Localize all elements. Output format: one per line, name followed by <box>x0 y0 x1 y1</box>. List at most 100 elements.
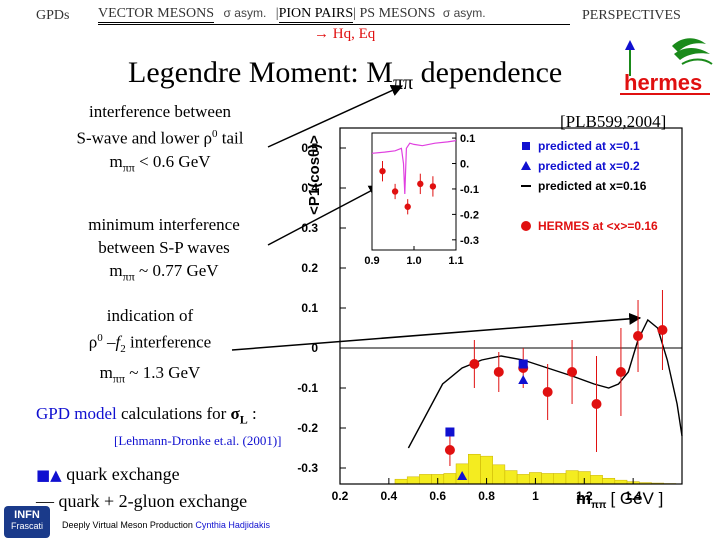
legend-label: predicted at x=0.1 <box>538 139 640 153</box>
nav-sigma-asym-2[interactable]: σ asym. <box>442 6 486 20</box>
curve-layer <box>407 318 683 449</box>
histogram-bar <box>419 474 432 485</box>
nav-sigma-asym-1[interactable]: σ asym. <box>223 6 267 20</box>
infn-logo-line1: INFN <box>14 509 40 521</box>
page-title: Legendre Moment: Mππ dependence <box>128 56 562 95</box>
legend-square-icon <box>522 142 530 150</box>
inset-x-tick-label: 0.9 <box>364 255 379 267</box>
inset-x-tick-label: 1.1 <box>448 255 463 267</box>
x-tick-label: 1.4 <box>625 489 642 503</box>
inset-y-tick-label: -0.2 <box>460 209 479 221</box>
nav-vector-mesons[interactable]: VECTOR MESONS σ asym. |PION PAIRS| PS ME… <box>98 6 486 23</box>
nav-sub-text[interactable]: Hq, Eq <box>332 26 376 42</box>
histogram-bar <box>614 479 628 485</box>
note-s-p-line3: mππ ~ 0.77 GeV <box>109 261 219 284</box>
reference: [PLB599,2004] <box>560 112 667 131</box>
x-tick-label: 1.2 <box>576 489 593 503</box>
footer-title: Deeply Virtual Meson Production <box>62 520 196 530</box>
histogram-bar <box>492 464 506 485</box>
data-point <box>444 445 455 455</box>
note-rho-f2: indication of ρ0 –f2 interference mππ ~ … <box>40 304 260 390</box>
prediction-square <box>518 359 528 369</box>
inset-data-point <box>379 167 386 175</box>
quark-symbols-icon: ■▲ <box>36 466 62 484</box>
inset-y-tick-label: 0.1 <box>460 133 475 145</box>
gpd-model-label: GPD model <box>36 404 117 423</box>
note-s-p-line1: minimum interference <box>88 215 240 234</box>
title-main: Legendre Moment: M <box>128 56 393 89</box>
x-tick-label: 0.6 <box>429 489 446 503</box>
note-s-wave: interference between S-wave and lower ρ0… <box>40 100 280 179</box>
legend-triangle-icon <box>521 161 531 170</box>
histogram-bar <box>504 470 518 485</box>
gluon-exchange-line: — quark + 2-gluon exchange <box>36 491 247 512</box>
legend-layer: predicted at x=0.1 predicted at x=0.2 pred… <box>521 139 658 233</box>
y-tick-label: 0.5 <box>301 141 318 155</box>
arrow-right-icon: → <box>314 26 329 42</box>
x-axis-label-unit: [ GeV ] <box>610 489 663 508</box>
quark-exchange-line: ■▲ quark exchange <box>36 464 180 485</box>
y-tick-label: -0.3 <box>297 461 318 475</box>
inset-data-point <box>429 183 437 190</box>
x-tick-label: 0.4 <box>381 489 398 503</box>
inset-y-tick-label: -0.1 <box>460 184 479 196</box>
plot-frame <box>339 127 683 485</box>
inset-layer: 0.1 0. -0.1 -0.2 -0.3 0.9 1.0 1.1 <box>364 132 479 267</box>
legend-label: predicted at x=0.16 <box>538 179 647 193</box>
infn-logo-line2: Frascati <box>10 521 43 531</box>
gluon-exchange-text: quark + 2-gluon exchange <box>54 491 248 511</box>
histogram-bar <box>406 476 420 485</box>
histogram-bar <box>602 477 616 485</box>
y-tick-label: 0.2 <box>301 261 318 275</box>
inset-y-tick-label: 0. <box>460 159 469 171</box>
footer-text: Deeply Virtual Meson Production Cynthia … <box>62 520 270 530</box>
y-tick-label: 0.1 <box>301 301 318 315</box>
legend-label: HERMES at <x>=0.16 <box>538 219 658 233</box>
hermes-logo-text: hermes <box>624 70 702 95</box>
y-tick-label: -0.1 <box>297 381 318 395</box>
footer-author: Cynthia Hadjidakis <box>195 520 270 530</box>
data-point <box>615 367 626 377</box>
title-tail: dependence <box>413 56 563 89</box>
inset-y-tick-label: -0.3 <box>460 235 479 247</box>
note-s-p-line2: between S-P waves <box>98 238 230 257</box>
arrow-s-wave <box>267 85 404 148</box>
gpd-sigma-sub: L <box>239 412 248 427</box>
nav-subline[interactable]: → Hq, Eq <box>314 26 375 43</box>
histogram-bar <box>541 473 554 485</box>
infn-logo: INFN Frascati <box>4 506 50 538</box>
nav-vector-mesons-label[interactable]: VECTOR MESONS <box>98 6 215 23</box>
histogram-bar <box>516 474 530 485</box>
data-point <box>493 367 504 377</box>
gpd-model-line: GPD model calculations for σL : <box>36 404 257 427</box>
gpd-sigma: σ <box>230 404 240 423</box>
nav-perspectives[interactable]: PERSPECTIVES <box>582 8 681 23</box>
nav-pion-pairs[interactable]: PION PAIRS <box>278 6 354 23</box>
citation: [Lehmann-Dronke et.al. (2001)] <box>114 433 282 448</box>
prediction-triangle <box>457 471 468 480</box>
data-point <box>542 387 553 397</box>
nav-gpds[interactable]: GPDs <box>36 8 70 23</box>
histogram-bar <box>590 475 603 485</box>
data-point <box>567 367 578 377</box>
x-tick-label: 0.8 <box>478 489 495 503</box>
histogram-bar <box>480 455 493 485</box>
nav-rule <box>98 24 570 25</box>
note-rho-f2-line1: indication of <box>106 306 194 325</box>
prediction-square <box>445 427 455 437</box>
histogram-bar <box>529 472 542 485</box>
histogram-bar <box>565 470 579 485</box>
nav-ps-mesons[interactable]: PS MESONS <box>359 6 436 21</box>
x-tick-label: 1 <box>532 489 539 503</box>
legend-label: predicted at x=0.2 <box>538 159 640 173</box>
histogram-bar <box>577 471 591 485</box>
gpd-colon: : <box>247 404 257 423</box>
y-axis-label: <P1(cosθ)> <box>306 135 323 215</box>
histogram-bar <box>468 453 481 485</box>
y-tick-label: -0.2 <box>297 421 318 435</box>
histogram-bar <box>553 473 567 485</box>
histogram-bar <box>431 474 445 485</box>
hermes-logo: hermes <box>612 34 716 96</box>
histogram-layer <box>394 453 677 485</box>
inset-x-tick-label: 1.0 <box>406 255 421 267</box>
